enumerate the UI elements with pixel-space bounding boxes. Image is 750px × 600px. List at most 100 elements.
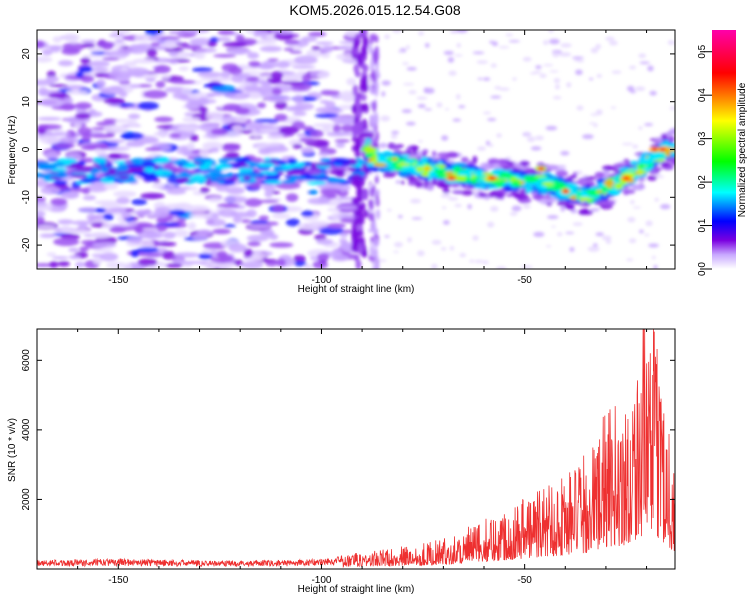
spectrogram-cell	[340, 241, 350, 249]
spectrogram-cell	[48, 92, 68, 99]
spectrogram-cell	[108, 33, 125, 38]
spectrogram-cell	[511, 205, 522, 212]
spectrogram-cell	[191, 67, 214, 73]
spectrogram-cell	[117, 163, 130, 168]
spectrogram-cell	[208, 196, 222, 203]
spectrogram-cell	[441, 135, 449, 141]
spectrogram-cell	[402, 62, 410, 66]
spectrogram-cell	[248, 60, 261, 68]
spectrogram-cell	[93, 248, 114, 253]
spectrogram-cell	[549, 197, 554, 204]
spectrogram-cell	[192, 173, 205, 179]
spectrogram-cell	[487, 191, 497, 198]
spectrogram-cell	[320, 158, 332, 163]
colorbar-tick-label: 0.2	[697, 175, 708, 189]
spectrogram-cell	[206, 218, 226, 227]
x-tick-label: -50	[517, 275, 532, 286]
spectrogram-cell	[614, 182, 623, 190]
spectrogram-cell	[627, 217, 636, 223]
spectrogram-cell	[258, 148, 272, 155]
spectrogram-cell	[648, 154, 654, 158]
spectrogram-cell	[354, 95, 361, 106]
spectrogram-cell	[648, 171, 660, 175]
spectrogram-cell	[370, 212, 375, 223]
spectrogram-cell	[453, 190, 464, 195]
spectrogram-cell	[552, 51, 560, 58]
spectrogram-cell	[370, 188, 375, 198]
spectrogram-cell	[37, 216, 45, 224]
spectrogram-cell	[477, 146, 486, 151]
spectrogram-cell	[289, 50, 303, 54]
spectrogram-cell	[545, 245, 552, 248]
spectrogram-blobs	[37, 30, 675, 269]
spectrogram-cell	[276, 160, 288, 165]
spectrogram-cell	[283, 81, 304, 85]
spectrogram-cell	[475, 178, 486, 185]
spectrogram-cell	[669, 106, 675, 110]
spectrogram-cell	[232, 216, 242, 224]
spectrogram-cell	[39, 233, 56, 238]
spectrogram-cell	[422, 149, 429, 154]
spectrogram-cell	[668, 127, 675, 135]
spectrogram-cell	[260, 171, 278, 176]
spectrogram-cell	[109, 226, 127, 233]
spectrogram-cell	[578, 197, 588, 201]
spectrogram-cell	[127, 44, 148, 54]
spectrogram-cell	[272, 204, 285, 213]
spectrogram-cell	[113, 190, 137, 198]
spectrogram-cell	[148, 172, 157, 179]
spectrogram-cell	[508, 40, 521, 43]
spectrogram-cell	[96, 79, 106, 88]
spectrogram-cell	[352, 47, 359, 55]
spectrogram-cell	[246, 234, 270, 242]
spectrogram-cell	[553, 175, 558, 179]
spectrogram-cell	[65, 89, 89, 95]
spectrogram-cell	[537, 166, 544, 171]
colorbar: 0.0 0.1 0.2 0.3 0.4 0.5 Normalized spectral a…	[697, 30, 748, 276]
spectrogram-cell	[381, 80, 391, 86]
spectrogram-cell	[131, 198, 148, 206]
spectrogram-cell	[243, 85, 261, 92]
spectrogram-cell	[417, 104, 426, 109]
spectrogram-cell	[498, 46, 510, 49]
spectrogram-cell	[335, 142, 346, 149]
spectrogram-cell	[536, 189, 542, 194]
spectrogram-cell	[78, 160, 86, 166]
spectrogram-cell	[595, 232, 604, 237]
spectrogram-cell	[448, 176, 455, 180]
spectrogram-cell	[416, 166, 423, 173]
spectrogram-cell	[300, 210, 314, 217]
spectrogram-cell	[66, 193, 79, 198]
spectrogram-cell	[371, 116, 376, 125]
spectrogram-cell	[102, 213, 114, 221]
spectrogram-cell	[154, 116, 174, 123]
spectrogram-cell	[273, 165, 282, 172]
spectrogram-cell	[138, 253, 164, 257]
spectrogram-cell	[78, 66, 93, 73]
spectrogram-cell	[350, 174, 362, 181]
spectrogram-cell	[185, 101, 200, 110]
spectrogram-cell	[368, 199, 373, 208]
spectrogram-cell	[293, 94, 304, 104]
spectrogram-cell	[92, 256, 103, 265]
spectrogram-cell	[431, 263, 438, 269]
spectrogram-cell	[386, 161, 392, 167]
y-tick-label: 4000	[21, 418, 32, 441]
spectrogram-cell	[298, 137, 316, 143]
spectrogram-cell	[216, 203, 240, 209]
spectrogram-cell	[37, 161, 50, 166]
spectrogram-cell	[312, 122, 337, 128]
spectrogram-cell	[106, 139, 126, 144]
spectrogram-cell	[285, 107, 307, 112]
spectrogram-cell	[362, 189, 369, 201]
y-tick-label: -10	[21, 190, 32, 205]
spectrogram-cell	[356, 188, 363, 198]
spectrogram-cell	[134, 227, 144, 234]
spectrogram-cell	[412, 149, 418, 156]
spectrogram-cell	[424, 42, 430, 48]
spectrogram-cell	[632, 206, 641, 209]
spectrogram-cell	[333, 119, 359, 125]
spectrogram-cell	[107, 174, 117, 180]
spectrogram-cell	[391, 130, 400, 135]
